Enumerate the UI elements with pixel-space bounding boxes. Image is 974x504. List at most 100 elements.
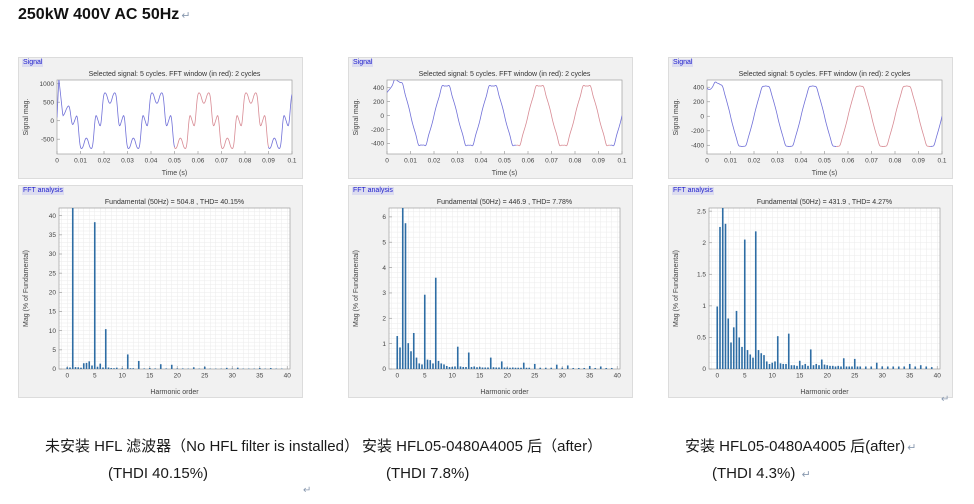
fft-panel-label: FFT analysis — [22, 187, 64, 195]
svg-text:Time (s): Time (s) — [492, 170, 517, 177]
svg-text:40: 40 — [934, 373, 942, 380]
svg-text:0: 0 — [382, 366, 386, 373]
svg-text:0.08: 0.08 — [569, 158, 582, 165]
svg-text:0.01: 0.01 — [404, 158, 417, 165]
svg-text:0.05: 0.05 — [168, 158, 181, 165]
caption-3-line2: (THDI 4.3%) ↵ — [712, 465, 811, 482]
svg-text:0: 0 — [385, 158, 389, 165]
svg-text:0.5: 0.5 — [697, 335, 706, 342]
svg-text:0.06: 0.06 — [192, 158, 205, 165]
svg-text:15: 15 — [49, 309, 57, 316]
svg-text:10: 10 — [119, 373, 127, 380]
svg-text:Mag (% of Fundamental): Mag (% of Fundamental) — [353, 250, 360, 327]
paragraph-mark-icon: ↵ — [941, 394, 950, 405]
fft-panel-label: FFT analysis — [672, 187, 714, 195]
svg-text:0.06: 0.06 — [522, 158, 535, 165]
svg-text:0: 0 — [702, 366, 706, 373]
svg-text:Time (s): Time (s) — [162, 170, 187, 177]
svg-text:2: 2 — [702, 240, 706, 247]
svg-text:0.06: 0.06 — [842, 158, 855, 165]
svg-text:30: 30 — [559, 373, 567, 380]
svg-text:-200: -200 — [371, 127, 384, 134]
signal-panel-1: Signal 0 0.01 0.02 0.03 0.04 0.05 0.06 0.07 0.08… — [18, 57, 303, 179]
svg-text:200: 200 — [693, 99, 704, 106]
svg-text:30: 30 — [49, 251, 57, 258]
svg-text:25: 25 — [851, 373, 859, 380]
svg-text:0.01: 0.01 — [74, 158, 87, 165]
svg-text:15: 15 — [796, 373, 804, 380]
svg-text:5: 5 — [382, 239, 386, 246]
svg-text:35: 35 — [49, 232, 57, 239]
page-title-text: 250kW 400V AC 50Hz — [18, 6, 180, 23]
svg-text:0.08: 0.08 — [889, 158, 902, 165]
svg-text:-400: -400 — [371, 141, 384, 148]
fft-panel-2: FFT analysis 0 5 10 15 20 25 30 35 40 0 1 2 3 4 5 6 Fund… — [348, 185, 633, 398]
signal-chart-1: 0 0.01 0.02 0.03 0.04 0.05 0.06 0.07 0.08 0.09 0.1… — [19, 67, 302, 183]
signal-panel-label: Signal — [352, 59, 374, 67]
svg-text:0.02: 0.02 — [428, 158, 441, 165]
svg-text:0.09: 0.09 — [592, 158, 605, 165]
svg-text:Mag (% of Fundamental): Mag (% of Fundamental) — [23, 250, 30, 327]
svg-text:Selected signal: 5 cycles. FFT: Selected signal: 5 cycles. FFT window (i… — [419, 71, 591, 78]
caption-2-line1: 安装 HFL05-0480A4005 后（after） — [362, 438, 603, 455]
svg-text:6: 6 — [382, 214, 386, 221]
fft-chart-2: 0 5 10 15 20 25 30 35 40 0 1 2 3 4 5 6 Fundamental (50Hz… — [349, 195, 632, 402]
caption-1-line1: 未安装 HFL 滤波器（No HFL filter is installed） — [45, 438, 359, 455]
paragraph-mark-icon: ↵ — [303, 485, 312, 496]
svg-text:0.08: 0.08 — [239, 158, 252, 165]
svg-text:0: 0 — [395, 373, 399, 380]
svg-text:Harmonic order: Harmonic order — [480, 389, 529, 396]
svg-text:0.03: 0.03 — [451, 158, 464, 165]
svg-text:0.1: 0.1 — [287, 158, 296, 165]
svg-text:0.04: 0.04 — [475, 158, 488, 165]
svg-text:1: 1 — [702, 303, 706, 310]
caption-1-line2: (THDI 40.15%) — [108, 465, 209, 482]
svg-text:35: 35 — [256, 373, 264, 380]
svg-text:15: 15 — [476, 373, 484, 380]
svg-text:Selected signal: 5 cycles. FFT: Selected signal: 5 cycles. FFT window (i… — [739, 71, 911, 78]
signal-panel-2: Signal 0 0.01 0.02 0.03 0.04 0.05 0.06 0.07 0.08… — [348, 57, 633, 179]
caption-3-line1: 安装 HFL05-0480A4005 后(after) ↵ — [685, 438, 917, 455]
fft-panel-1: FFT analysis 0 5 10 15 20 25 30 35 40 0 5 10 15 20 25 3… — [18, 185, 303, 398]
svg-text:0.03: 0.03 — [121, 158, 134, 165]
svg-text:Signal mag.: Signal mag. — [673, 98, 680, 135]
signal-panel-label: Signal — [672, 59, 694, 67]
svg-text:0: 0 — [55, 158, 59, 165]
svg-text:0: 0 — [705, 158, 709, 165]
svg-text:20: 20 — [174, 373, 182, 380]
signal-chart-2: 0 0.01 0.02 0.03 0.04 0.05 0.06 0.07 0.08 0.09 0.1… — [349, 67, 632, 183]
svg-text:Time (s): Time (s) — [812, 170, 837, 177]
svg-text:Fundamental (50Hz) = 504.8 , T: Fundamental (50Hz) = 504.8 , THD= 40.15% — [105, 199, 244, 206]
svg-text:10: 10 — [769, 373, 777, 380]
signal-panel-3: Signal 0 0.01 0.02 0.03 0.04 0.05 0.06 0.07 0.08… — [668, 57, 953, 179]
svg-text:2: 2 — [382, 315, 386, 322]
svg-text:0.02: 0.02 — [98, 158, 111, 165]
svg-text:500: 500 — [43, 99, 54, 106]
svg-text:0.09: 0.09 — [912, 158, 925, 165]
svg-text:0.05: 0.05 — [818, 158, 831, 165]
svg-text:Signal mag.: Signal mag. — [23, 98, 30, 135]
svg-text:5: 5 — [423, 373, 427, 380]
svg-text:5: 5 — [52, 347, 56, 354]
svg-text:25: 25 — [201, 373, 209, 380]
svg-text:0.04: 0.04 — [145, 158, 158, 165]
svg-text:10: 10 — [49, 328, 57, 335]
svg-text:Selected signal: 5 cycles. FFT: Selected signal: 5 cycles. FFT window (i… — [89, 71, 261, 78]
svg-text:10: 10 — [449, 373, 457, 380]
svg-text:0.04: 0.04 — [795, 158, 808, 165]
svg-text:200: 200 — [373, 99, 384, 106]
svg-text:30: 30 — [229, 373, 237, 380]
svg-text:-400: -400 — [691, 142, 704, 149]
svg-text:40: 40 — [284, 373, 292, 380]
svg-text:5: 5 — [93, 373, 97, 380]
svg-text:0.1: 0.1 — [617, 158, 626, 165]
fft-chart-1: 0 5 10 15 20 25 30 35 40 0 5 10 15 20 25 30 35 40 Fundamen… — [19, 195, 302, 402]
svg-text:25: 25 — [531, 373, 539, 380]
svg-text:25: 25 — [49, 270, 57, 277]
fft-chart-3: 0 5 10 15 20 25 30 35 40 0 0.5 1 1.5 2 2.5 Fundamental … — [669, 195, 952, 402]
svg-text:0: 0 — [52, 366, 56, 373]
signal-panel-label: Signal — [22, 59, 44, 67]
svg-text:0.05: 0.05 — [498, 158, 511, 165]
svg-text:0: 0 — [50, 118, 54, 125]
